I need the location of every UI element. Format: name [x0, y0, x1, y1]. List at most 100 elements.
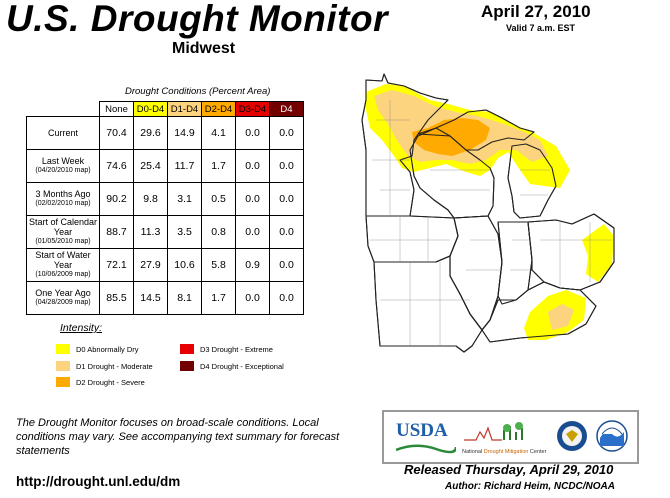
- row-label-sub: (04/28/2009 map): [35, 299, 91, 306]
- ndmc-drought-graph-icon: [464, 422, 523, 441]
- table-cell: 0.0: [235, 116, 270, 150]
- ndmc-logo: National Drought Mitigation Center: [462, 420, 560, 456]
- state-iowa: [365, 215, 459, 263]
- table-cell: 14.5: [133, 281, 168, 315]
- row-label-main: Start of Water Year: [35, 250, 91, 270]
- table-cell: 0.8: [201, 215, 236, 249]
- table-cell: 14.9: [167, 116, 202, 150]
- table-row: Start of Water Year (10/06/2009 map) 72.1 2…: [26, 248, 304, 282]
- table-row: Start of Calendar Year (01/05/2010 map) 88…: [26, 215, 304, 249]
- noaa-logo-icon: [596, 420, 628, 452]
- table-cell: 90.2: [99, 182, 134, 216]
- table-cell: 1.7: [201, 149, 236, 183]
- table-header-row: None D0-D4 D1-D4 D2-D4 D3-D4 D4: [27, 101, 304, 117]
- table-row: One Year Ago (04/28/2009 map) 85.5 14.5 8.1 1…: [26, 281, 304, 315]
- table-cell: 85.5: [99, 281, 134, 315]
- row-label-main: Last Week: [41, 156, 85, 166]
- legend-label: D0 Abnormally Dry: [76, 345, 139, 354]
- table-row: Last Week (04/20/2010 map) 74.6 25.4 11.7 1.7…: [26, 149, 304, 183]
- ndmc-highlight: Drought Mitigation: [483, 449, 529, 455]
- table-cell: 70.4: [99, 116, 134, 150]
- row-label: 3 Months Ago (02/02/2010 map): [26, 182, 100, 216]
- table-cell: 0.0: [269, 149, 304, 183]
- row-label-sub: (01/05/2010 map): [35, 238, 91, 245]
- row-label-sub: (04/20/2010 map): [35, 167, 91, 174]
- table-cell: 3.5: [167, 215, 202, 249]
- legend-label: D2 Drought - Severe: [76, 378, 145, 387]
- table-cell: 29.6: [133, 116, 168, 150]
- row-label-main: Current: [47, 128, 78, 138]
- legend-swatch: [180, 344, 194, 354]
- table-cell: 0.0: [269, 215, 304, 249]
- table-cell: 1.7: [201, 281, 236, 315]
- row-label: Last Week (04/20/2010 map): [26, 149, 100, 183]
- legend-label: D1 Drought - Moderate: [76, 362, 153, 371]
- column-header: D1-D4: [167, 101, 202, 117]
- table-cell: 25.4: [133, 149, 168, 183]
- table-cell: 0.0: [269, 281, 304, 315]
- table-cell: 0.0: [235, 281, 270, 315]
- table-cell: 0.0: [235, 149, 270, 183]
- region-label: Midwest: [172, 40, 236, 57]
- author-credit: Author: Richard Heim, NCDC/NOAA: [445, 481, 616, 492]
- table-cell: 11.3: [133, 215, 168, 249]
- table-cell: 4.1: [201, 116, 236, 150]
- table-cell: 0.0: [269, 116, 304, 150]
- map-date: April 27, 2010: [481, 2, 591, 21]
- table-cell: 0.0: [235, 215, 270, 249]
- usda-swoosh-icon: [395, 444, 458, 454]
- legend-label: D3 Drought - Extreme: [200, 345, 273, 354]
- table-row: Current 70.4 29.6 14.9 4.1 0.0 0.0: [26, 116, 304, 150]
- row-label-main: 3 Months Ago: [35, 189, 91, 199]
- table-caption: Drought Conditions (Percent Area): [125, 86, 271, 97]
- table-cell: 8.1: [167, 281, 202, 315]
- footnote: The Drought Monitor focuses on broad-sca…: [16, 417, 340, 457]
- partner-logos: USDA National Drought Mitigation Center: [382, 410, 639, 464]
- table-corner: [27, 102, 100, 117]
- table-cell: 10.6: [167, 248, 202, 282]
- table-cell: 0.0: [235, 182, 270, 216]
- website-link[interactable]: http://drought.unl.edu/dm: [16, 474, 181, 489]
- table-cell: 0.5: [201, 182, 236, 216]
- county-lines: [370, 100, 612, 346]
- row-label-sub: (02/02/2010 map): [35, 200, 91, 207]
- usda-logo-text: USDA: [396, 420, 448, 441]
- row-label-main: One Year Ago: [35, 288, 91, 298]
- legend-swatch: [56, 361, 70, 371]
- table-cell: 9.8: [133, 182, 168, 216]
- state-borders: [361, 73, 615, 353]
- row-label: Start of Calendar Year (01/05/2010 map): [26, 215, 100, 249]
- column-header: None: [99, 101, 134, 117]
- midwest-drought-map: [361, 73, 615, 353]
- table-cell: 5.8: [201, 248, 236, 282]
- row-label: Start of Water Year (10/06/2009 map): [26, 248, 100, 282]
- valid-time: Valid 7 a.m. EST: [506, 23, 576, 33]
- legend-title: Intensity:: [60, 322, 103, 334]
- column-header: D4: [269, 101, 304, 117]
- row-label: Current: [26, 116, 100, 150]
- table-cell: 0.9: [235, 248, 270, 282]
- d1-area-kentucky: [548, 304, 574, 330]
- table-cell: 0.0: [269, 182, 304, 216]
- map-title: U.S. Drought Monitor: [6, 0, 388, 39]
- ndmc-prefix: National: [462, 449, 483, 455]
- table-cell: 0.0: [269, 248, 304, 282]
- ndmc-suffix: Center: [529, 449, 547, 455]
- table-cell: 72.1: [99, 248, 134, 282]
- release-date: Released Thursday, April 29, 2010: [404, 462, 614, 477]
- row-label-sub: (10/06/2009 map): [35, 271, 91, 278]
- table-row: 3 Months Ago (02/02/2010 map) 90.2 9.8 3.1 0.…: [26, 182, 304, 216]
- table-cell: 88.7: [99, 215, 134, 249]
- column-header: D0-D4: [133, 101, 168, 117]
- legend-swatch: [56, 344, 70, 354]
- drought-stats-table: None D0-D4 D1-D4 D2-D4 D3-D4 D4 Current 7…: [26, 101, 304, 315]
- ndmc-logo-text: National Drought Mitigation Center: [462, 449, 560, 455]
- table-cell: 3.1: [167, 182, 202, 216]
- column-header: D3-D4: [235, 101, 270, 117]
- legend-swatch: [56, 377, 70, 387]
- table-cell: 11.7: [167, 149, 202, 183]
- usda-logo: USDA: [395, 420, 458, 454]
- table-cell: 27.9: [133, 248, 168, 282]
- row-label-main: Start of Calendar Year: [28, 217, 98, 237]
- doc-seal-icon: [557, 421, 587, 451]
